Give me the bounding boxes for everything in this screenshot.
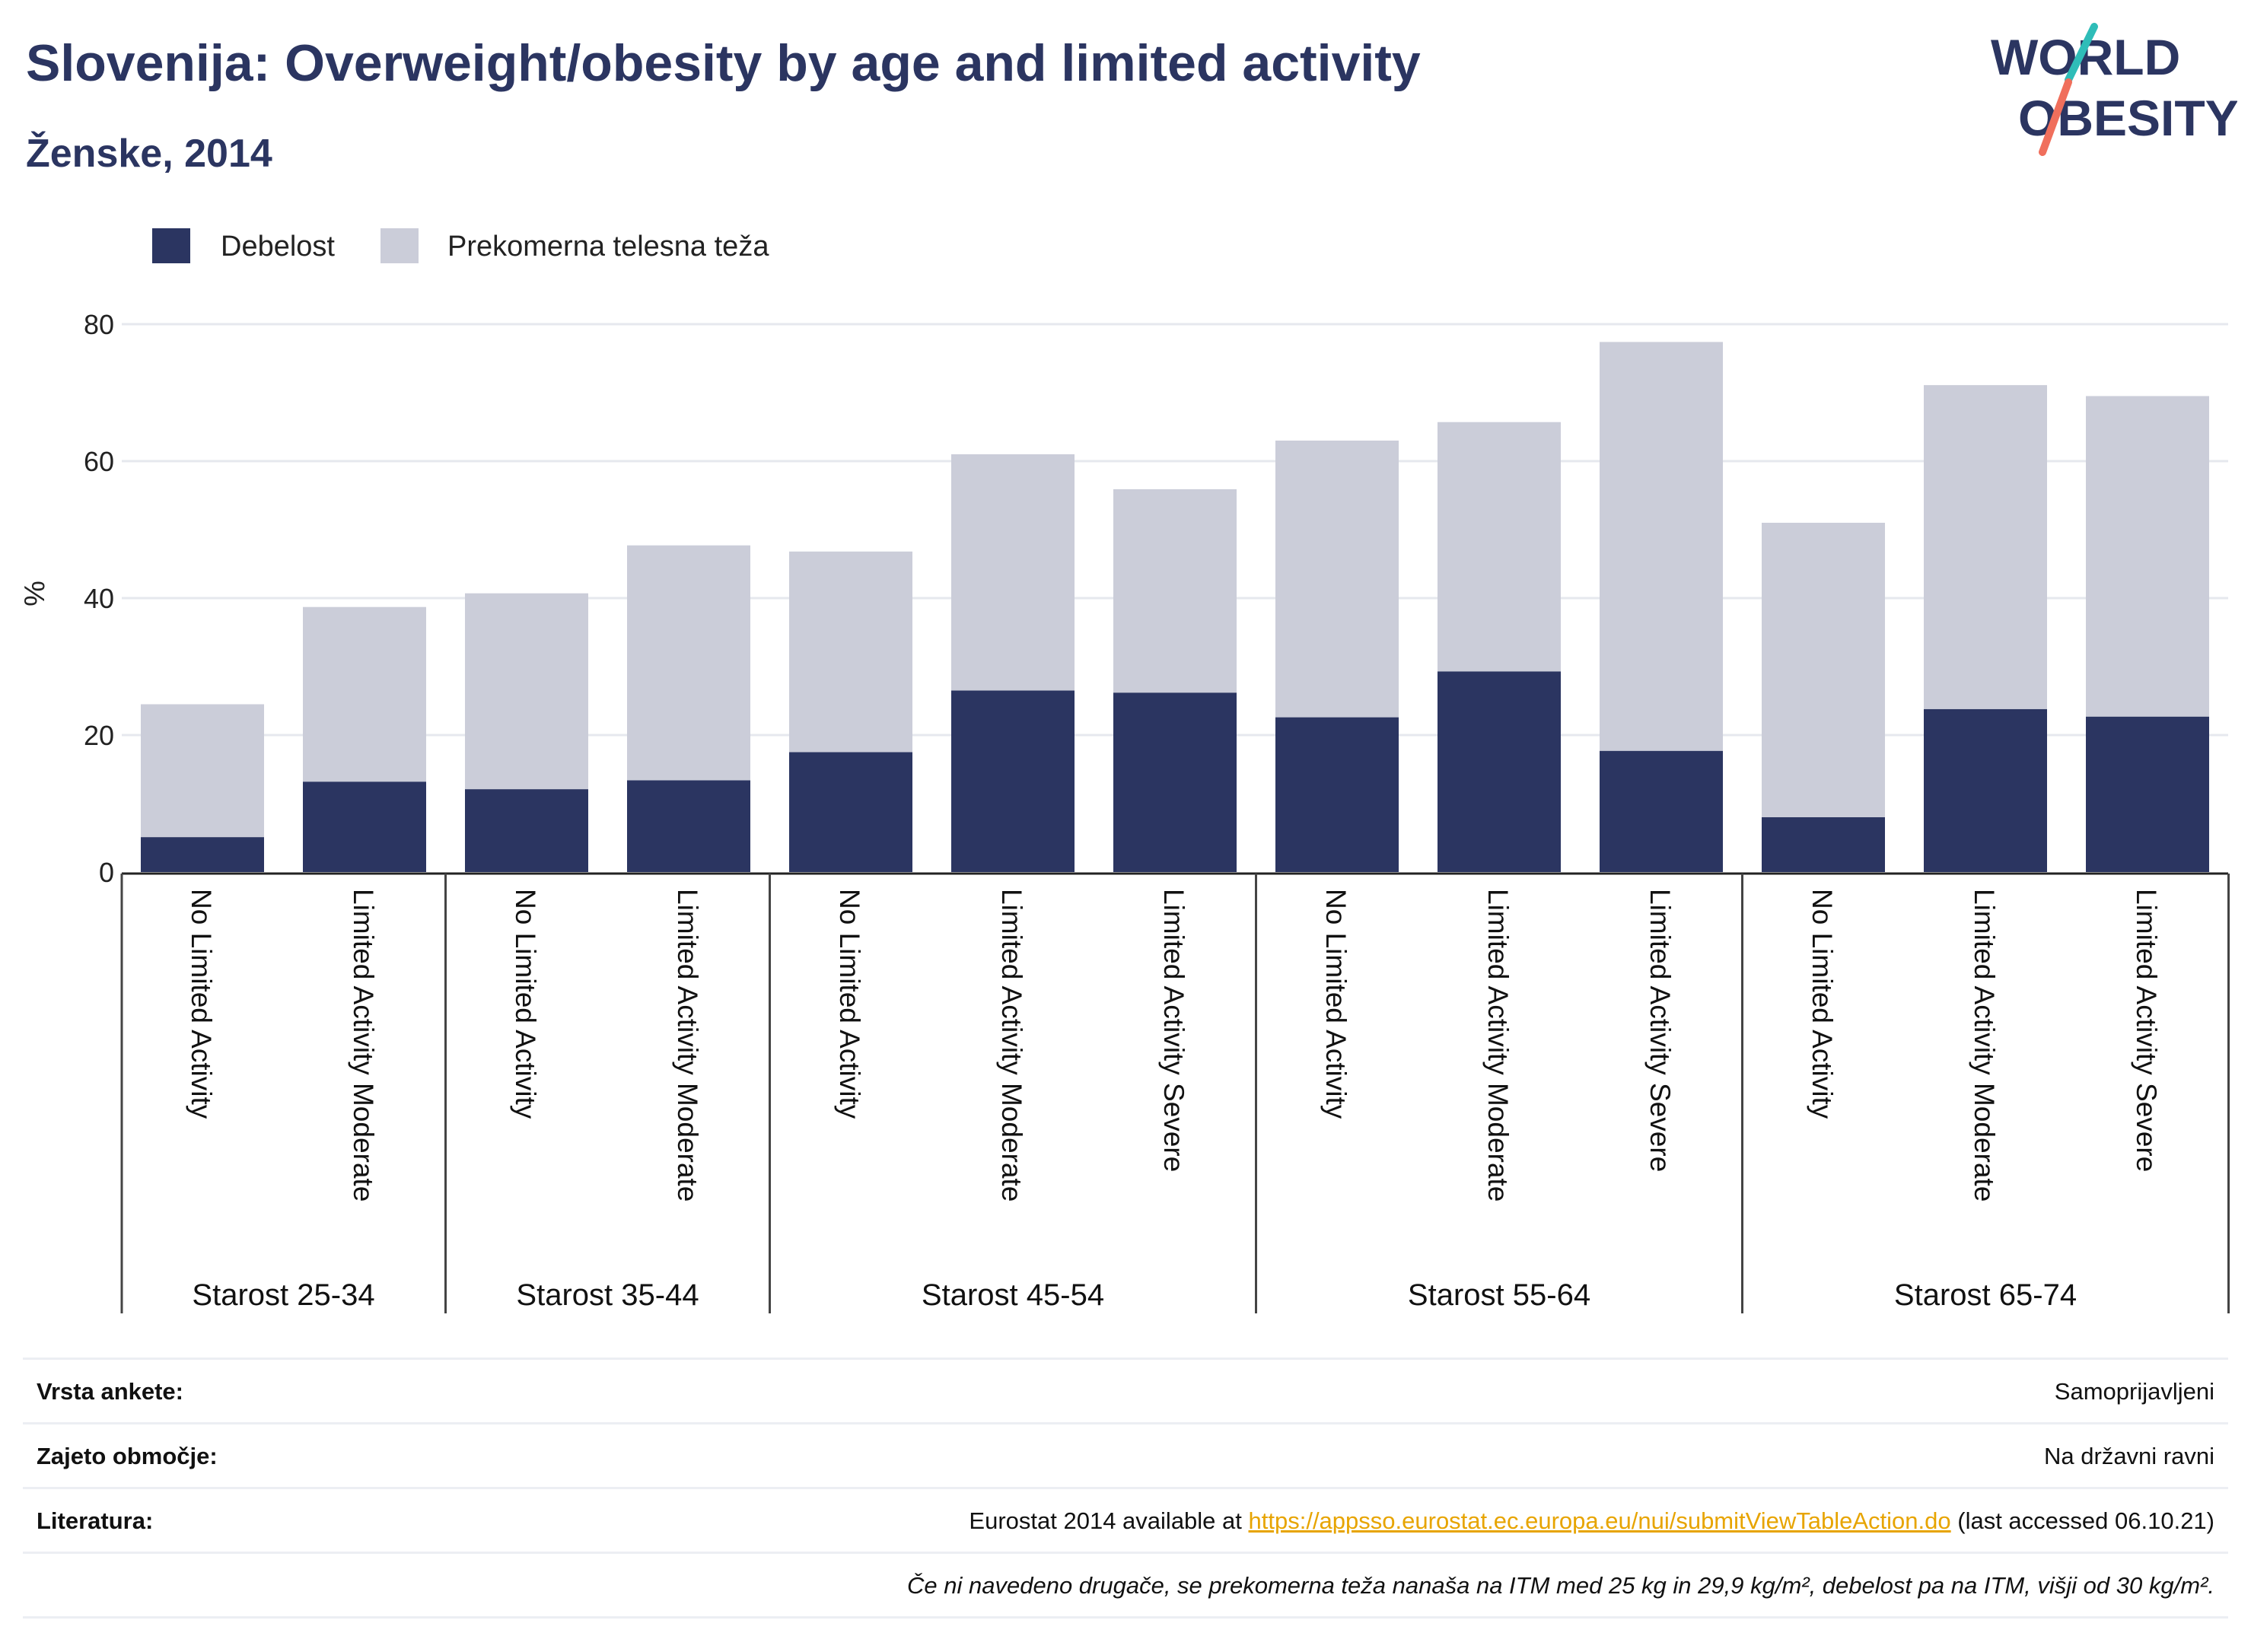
bar-obesity: [465, 789, 588, 872]
logo-slash-teal: [2065, 23, 2098, 84]
bar-overweight: [1924, 385, 2047, 709]
y-axis-ticks: 0 20 40 60 80: [84, 309, 114, 888]
bar-overweight: [789, 551, 912, 753]
y-tick-label: 0: [99, 857, 114, 888]
x-group-label: Starost 35-44: [516, 1278, 699, 1312]
bar-obesity: [1275, 717, 1399, 872]
legend-swatch: [380, 228, 419, 263]
bar-obesity: [627, 780, 750, 872]
legend-swatch: [152, 228, 190, 263]
definition-note-row: Če ni navedeno drugače, se prekomerna te…: [23, 1552, 2228, 1619]
x-group-label: Starost 45-54: [922, 1278, 1104, 1312]
bar-obesity: [951, 690, 1075, 872]
bar-obesity: [2086, 716, 2209, 872]
x-group-label: Starost 55-64: [1408, 1278, 1590, 1312]
bar-overweight: [141, 704, 264, 838]
x-group-label: Starost 65-74: [1894, 1278, 2077, 1312]
reference-value: Eurostat 2014 available at https://appss…: [969, 1507, 2214, 1535]
chart-subtitle: Ženske, 2014: [26, 132, 272, 176]
bar-obesity: [1762, 817, 1885, 872]
x-category-label: Limited Activity Moderate: [1969, 889, 2000, 1202]
bar-overweight: [1113, 489, 1237, 693]
bar-obesity: [141, 837, 264, 872]
info-table: Vrsta ankete: Samoprijavljeni Zajeto obm…: [23, 1358, 2228, 1619]
bar-obesity: [303, 781, 426, 872]
x-category-label: No Limited Activity: [186, 889, 217, 1119]
x-group-label: Starost 25-34: [192, 1278, 374, 1312]
reference-prefix: Eurostat 2014 available at: [969, 1507, 1249, 1534]
bar-overweight: [2086, 396, 2209, 717]
x-category-label: Limited Activity Moderate: [672, 889, 703, 1202]
x-category-label: Limited Activity Severe: [2131, 889, 2162, 1172]
bar-overweight: [1438, 422, 1561, 672]
bar-obesity: [1600, 750, 1723, 872]
reference-link[interactable]: https://appsso.eurostat.ec.europa.eu/nui…: [1248, 1507, 1951, 1534]
reference-suffix: (last accessed 06.10.21): [1950, 1507, 2214, 1534]
x-category-label: Limited Activity Moderate: [348, 889, 379, 1202]
bar-overweight: [1762, 523, 1885, 817]
bar-overweight: [303, 606, 426, 782]
y-tick-label: 40: [84, 583, 114, 614]
world-obesity-logo: WORLD OBESITY: [1991, 23, 2237, 156]
reference-label: Literatura:: [37, 1507, 154, 1534]
x-category-label: Limited Activity Severe: [1644, 889, 1676, 1172]
bar-obesity: [1438, 671, 1561, 872]
chart-title: Slovenija: Overweight/obesity by age and…: [26, 34, 1421, 92]
x-category-label: Limited Activity Moderate: [1482, 889, 1514, 1202]
bar-obesity: [1924, 708, 2047, 872]
coverage-value: Na državni ravni: [2044, 1443, 2214, 1469]
x-category-label: Limited Activity Moderate: [996, 889, 1027, 1202]
bar-overweight: [1275, 441, 1399, 718]
x-category-label: No Limited Activity: [834, 889, 865, 1119]
x-category-label: Limited Activity Severe: [1158, 889, 1189, 1172]
bar-overweight: [627, 545, 750, 781]
x-category-label: No Limited Activity: [1807, 889, 1838, 1119]
survey-type-value: Samoprijavljeni: [2054, 1378, 2214, 1405]
bar-obesity: [1113, 692, 1237, 872]
y-axis-label: %: [19, 581, 51, 606]
bar-overweight: [1600, 342, 1723, 751]
coverage-label: Zajeto območje:: [37, 1443, 218, 1469]
legend-label: Debelost: [221, 231, 335, 263]
y-tick-label: 80: [84, 309, 114, 340]
x-category-label: No Limited Activity: [1320, 889, 1352, 1119]
bar-overweight: [465, 593, 588, 790]
x-category-label: No Limited Activity: [510, 889, 541, 1119]
definition-note: Če ni navedeno drugače, se prekomerna te…: [907, 1572, 2214, 1599]
legend: Debelost Prekomerna telesna teža: [152, 228, 769, 263]
bar-overweight: [951, 454, 1075, 691]
y-tick-label: 60: [84, 446, 114, 477]
x-axis: No Limited Activity Limited Activity Mode…: [120, 872, 2230, 1313]
survey-type-label: Vrsta ankete:: [37, 1378, 183, 1405]
y-tick-label: 20: [84, 720, 114, 751]
bars: [141, 342, 2209, 872]
logo-slash-coral: [2039, 78, 2072, 156]
bar-chart: 0 20 40 60 80 % No Limited Activity Limited A…: [19, 228, 2230, 1313]
bar-obesity: [789, 752, 912, 872]
legend-label: Prekomerna telesna teža: [447, 231, 769, 263]
reference-row: Literatura: Eurostat 2014 available at h…: [23, 1487, 2228, 1552]
coverage-row: Zajeto območje: Na državni ravni: [23, 1422, 2228, 1487]
survey-type-row: Vrsta ankete: Samoprijavljeni: [23, 1358, 2228, 1422]
